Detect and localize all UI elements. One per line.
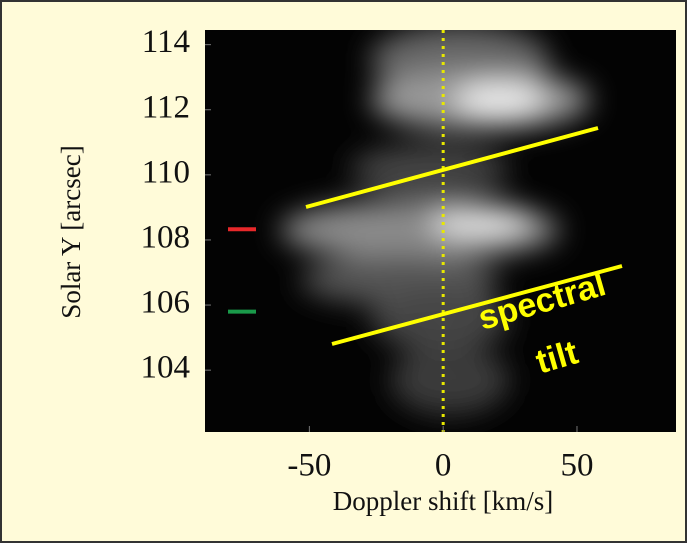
- y-tick-label: 104: [141, 350, 191, 386]
- y-axis-label: Solar Y [arcsec]: [56, 145, 86, 318]
- x-tick-label: 0: [435, 448, 452, 484]
- x-tick-label: 50: [560, 448, 593, 484]
- tilt-line: [331, 264, 623, 346]
- tilt-line: [305, 126, 599, 209]
- y-tick-label: 114: [142, 24, 190, 60]
- y-tick-label: 108: [141, 220, 191, 256]
- y-tick-label: 112: [142, 89, 190, 125]
- x-tick-label: -50: [287, 448, 331, 484]
- x-axis-label: Doppler shift [km/s]: [333, 486, 553, 516]
- y-tick-label: 110: [142, 154, 190, 190]
- y-tick-label: 106: [141, 285, 191, 321]
